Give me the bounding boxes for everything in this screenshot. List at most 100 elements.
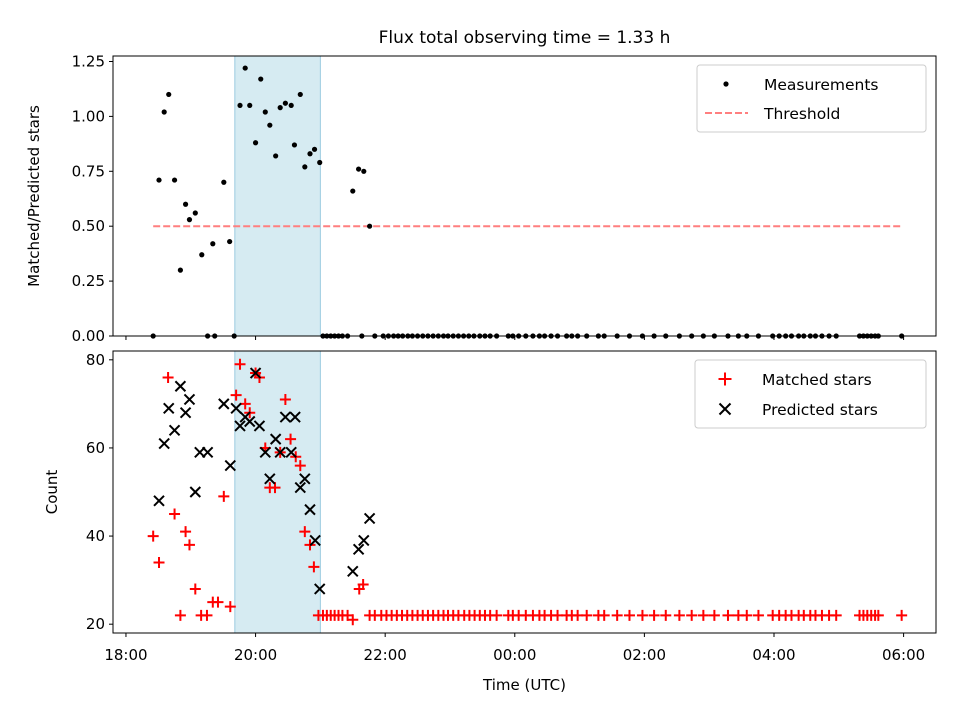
matched-star-point bbox=[230, 389, 242, 401]
predicted-star-point bbox=[294, 481, 306, 494]
measurement-point bbox=[199, 252, 205, 258]
predicted-star-point bbox=[274, 446, 286, 459]
predicted-star-point bbox=[230, 402, 242, 414]
bottom-x-ticks: 18:00 20:00 22:00 00:00 02:00 04:00 06:00 bbox=[104, 633, 925, 664]
predicted-star-point bbox=[163, 402, 175, 414]
bottom-y-tick-label: 60 bbox=[86, 439, 105, 457]
x-tick-label: 20:00 bbox=[234, 646, 277, 664]
top-y-axis-label: Matched/Predicted stars bbox=[25, 105, 43, 287]
matched-star-point bbox=[697, 609, 709, 621]
bottom-y-tick-label: 40 bbox=[86, 527, 105, 545]
measurement-point bbox=[192, 210, 198, 216]
measurement-point bbox=[166, 91, 172, 98]
predicted-star-point bbox=[224, 459, 237, 472]
matched-star-point bbox=[896, 609, 908, 621]
matched-star-point bbox=[234, 358, 246, 370]
matched-star-point bbox=[830, 609, 842, 621]
measurement-point bbox=[277, 105, 283, 111]
measurement-point bbox=[311, 146, 318, 152]
predicted-star-point bbox=[358, 534, 370, 547]
matched-star-point bbox=[357, 579, 369, 591]
measurement-point bbox=[350, 188, 356, 194]
top-y-tick-label: 1.00 bbox=[72, 107, 105, 125]
x-tick-label: 02:00 bbox=[623, 646, 666, 664]
predicted-star-point bbox=[269, 433, 282, 445]
x-tick-label: 22:00 bbox=[364, 646, 407, 664]
measurement-point bbox=[247, 102, 253, 109]
matched-star-point bbox=[279, 393, 291, 405]
bottom-y-axis-label: Count bbox=[43, 470, 61, 515]
matched-star-point bbox=[611, 609, 623, 621]
predicted-star-point bbox=[249, 367, 262, 379]
predicted-star-point bbox=[189, 486, 202, 498]
matched-star-point bbox=[201, 609, 213, 621]
matched-star-point bbox=[218, 490, 230, 502]
measurement-point bbox=[258, 76, 264, 82]
top-y-tick-label: 0.00 bbox=[72, 327, 105, 345]
measurement-point bbox=[361, 168, 367, 174]
bottom-panel: 20 40 60 80 18:00 20:00 22:00 00:00 02:00 04:00 0… bbox=[43, 350, 937, 694]
matched-star-point bbox=[598, 609, 610, 621]
matched-star-point bbox=[189, 583, 201, 595]
predicted-star-point bbox=[285, 446, 297, 459]
measurement-point bbox=[237, 102, 243, 109]
measurement-point bbox=[186, 217, 193, 223]
top-y-tick-label: 0.25 bbox=[72, 272, 105, 290]
top-panel: 0.00 0.25 0.50 0.75 1.00 1.25 Matched/Predict… bbox=[25, 52, 937, 345]
predicted-star-point bbox=[244, 415, 256, 428]
measurement-point bbox=[242, 65, 248, 71]
predicted-star-point bbox=[309, 534, 321, 547]
matched-star-point bbox=[660, 609, 672, 621]
matched-stars-points bbox=[147, 358, 908, 626]
legend-predicted-label: Predicted stars bbox=[762, 401, 878, 419]
measurement-point bbox=[227, 238, 233, 245]
top-y-tick-label: 0.50 bbox=[72, 217, 105, 235]
predicted-star-point bbox=[289, 411, 301, 423]
matched-star-point bbox=[212, 596, 224, 608]
predicted-star-point bbox=[218, 398, 230, 410]
predicted-star-point bbox=[179, 406, 192, 419]
measurement-point bbox=[273, 153, 279, 159]
top-y-tick-label: 1.25 bbox=[72, 52, 105, 70]
matched-star-point bbox=[174, 609, 186, 621]
top-legend: Measurements Threshold bbox=[696, 64, 927, 133]
legend-matched-label: Matched stars bbox=[762, 371, 872, 389]
matched-star-point bbox=[722, 609, 734, 621]
legend-threshold-label: Threshold bbox=[763, 105, 840, 123]
matched-star-point bbox=[224, 601, 236, 613]
matched-star-point bbox=[648, 609, 660, 621]
bottom-y-ticks: 20 40 60 80 bbox=[86, 351, 113, 633]
predicted-stars-points bbox=[153, 367, 376, 595]
predicted-star-point bbox=[299, 473, 311, 485]
predicted-star-point bbox=[174, 380, 187, 392]
predicted-star-point bbox=[201, 446, 214, 459]
matched-star-point bbox=[686, 609, 698, 621]
bottom-legend-box bbox=[694, 359, 927, 429]
bottom-highlight-span bbox=[234, 350, 321, 634]
predicted-star-point bbox=[253, 420, 266, 432]
matched-star-point bbox=[347, 614, 359, 626]
matched-star-point bbox=[708, 609, 720, 621]
measurement-point bbox=[282, 100, 288, 106]
measurement-point bbox=[156, 177, 162, 183]
measurement-point bbox=[307, 151, 313, 157]
predicted-star-point bbox=[352, 543, 365, 555]
chart-title: Flux total observing time = 1.33 h bbox=[379, 28, 671, 48]
legend-measurements-label: Measurements bbox=[764, 76, 879, 94]
measurement-point bbox=[291, 142, 298, 148]
matched-star-point bbox=[491, 609, 503, 621]
x-tick-label: 06:00 bbox=[882, 646, 925, 664]
predicted-star-point bbox=[183, 393, 196, 406]
top-y-ticks: 0.00 0.25 0.50 0.75 1.00 1.25 bbox=[72, 52, 113, 345]
matched-star-point bbox=[153, 557, 165, 568]
legend-predicted-marker bbox=[718, 402, 732, 416]
top-highlight-span bbox=[234, 55, 321, 337]
matched-star-point bbox=[623, 609, 635, 621]
matched-star-point bbox=[299, 526, 311, 538]
measurement-point bbox=[182, 201, 189, 207]
measurement-point bbox=[177, 267, 183, 273]
matched-star-point bbox=[752, 609, 764, 621]
matched-star-point bbox=[636, 609, 648, 621]
measurement-point bbox=[161, 109, 167, 115]
measurement-point bbox=[252, 140, 259, 146]
